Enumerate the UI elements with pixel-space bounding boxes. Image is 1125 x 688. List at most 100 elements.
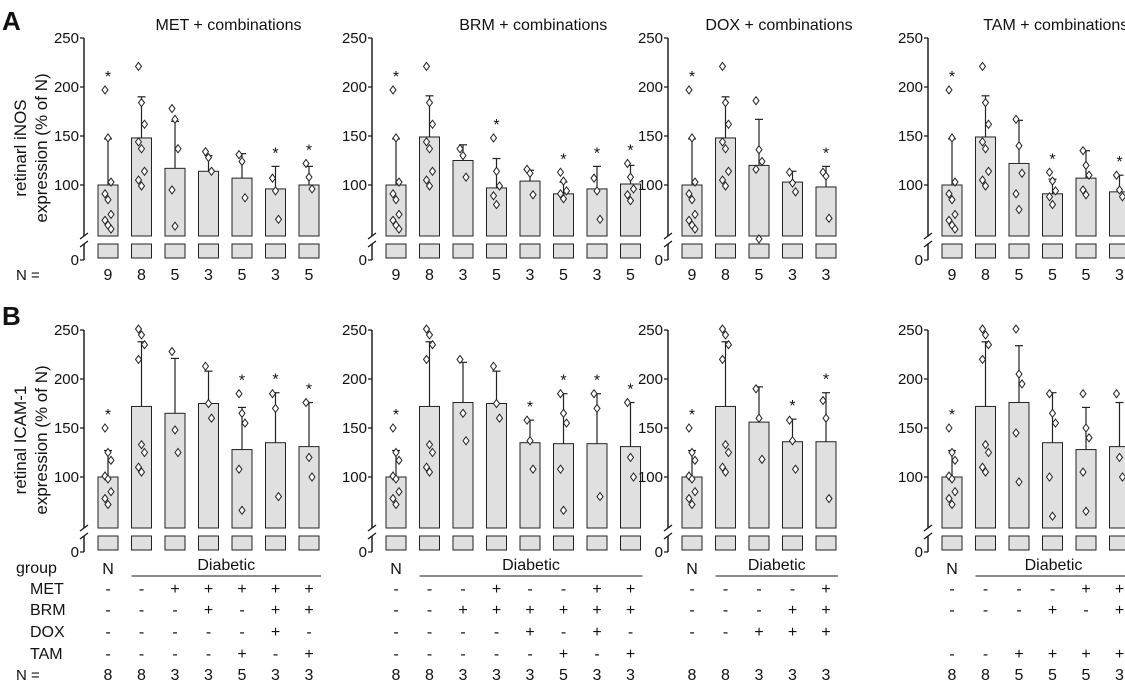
chart-b-1-data-point	[273, 404, 279, 412]
chart-a-4-data-point	[1114, 171, 1120, 179]
chart-b-1-sign-tam: -	[172, 646, 177, 663]
chart-b-2-bar	[520, 443, 540, 528]
chart-a-2-data-point	[393, 134, 399, 142]
chart-b-4-data-point	[949, 449, 955, 457]
chart-b-1-sign-tam: -	[139, 646, 144, 663]
chart-a-2-y-tick-label: 250	[342, 30, 367, 47]
chart-b-1-data-point	[303, 399, 309, 407]
chart-a-1-significance-star: *	[306, 142, 312, 159]
chart-b-3-sign-met: -	[723, 581, 728, 598]
chart-b-1-bar-lower	[132, 536, 152, 550]
chart-b-1-n-value: 5	[238, 667, 247, 684]
chart-a-1-data-point	[105, 134, 111, 142]
chart-b-2-sign-brm: +	[525, 602, 534, 619]
chart-b-2-bar-lower	[420, 536, 440, 550]
chart-a-1-data-point	[136, 62, 142, 70]
chart-b-1-y-tick-label: 100	[54, 469, 79, 486]
chart-a-1-bar-lower	[232, 244, 252, 258]
chart-b-2-sign-dox: -	[427, 624, 432, 641]
chart-b-3-data-point	[820, 397, 826, 405]
chart-b-1-sign-brm: +	[204, 602, 213, 619]
chart-a-4-data-point	[1083, 161, 1089, 169]
chart-b-1-sign-tam: +	[237, 646, 246, 663]
chart-b-1-sign-met: +	[304, 581, 313, 598]
chart-a-1-bar	[299, 185, 319, 236]
chart-b-2-bar-lower	[554, 536, 574, 550]
chart-b-1-data-point	[102, 424, 108, 432]
chart-b-4-sign-tam: +	[1014, 646, 1023, 663]
chart-b-1-sign-dox: -	[239, 624, 244, 641]
chart-b-1-sign-met: +	[237, 581, 246, 598]
chart-b-1-sign-tam: -	[105, 646, 110, 663]
chart-a-4-title: TAM + combinations	[983, 17, 1125, 34]
chart-a-2-n-value: 3	[526, 267, 535, 284]
chart-a-2-significance-star: *	[594, 145, 600, 162]
chart-a-2-n-value: 3	[459, 267, 468, 284]
chart-a-4-bar-lower	[976, 244, 996, 258]
chart-a-2-data-point	[494, 167, 500, 175]
chart-a-1-data-point	[239, 157, 245, 165]
chart-a-2-bar	[453, 161, 473, 237]
chart-b-4-n-value: 5	[1082, 667, 1091, 684]
chart-b-4-data-point	[1083, 424, 1089, 432]
chart-b-2-n-value: 8	[425, 667, 434, 684]
chart-b-2-data-point	[625, 399, 631, 407]
chart-b-1-bar	[199, 404, 219, 529]
chart-a-1-data-point	[142, 120, 148, 128]
chart-a-2-significance-star: *	[493, 117, 499, 134]
chart-b-1-n-value: 3	[171, 667, 180, 684]
chart-b-4-y-tick-label: 0	[915, 544, 923, 561]
chart-b-2-sign-met: +	[492, 581, 501, 598]
chart-b-3-bar	[749, 422, 769, 528]
chart-b-2-y-tick-label: 150	[342, 420, 367, 437]
chart-a-3-y-tick-label: 200	[638, 79, 663, 96]
chart-b-3-y-tick-label: 150	[638, 420, 663, 437]
chart-a-4-y-tick-label: 200	[898, 79, 923, 96]
chart-a-3-n-value: 5	[755, 267, 764, 284]
chart-a-4-bar-lower	[1076, 244, 1096, 258]
chart-b-4-normal-label: N	[946, 561, 958, 578]
chart-b-3-sign-met: -	[756, 581, 761, 598]
chart-a-3-y-tick-label: 150	[638, 128, 663, 145]
chart-b-4-data-point	[1053, 419, 1059, 427]
chart-b-3-y-tick-label: 100	[638, 469, 663, 486]
chart-b-2-sign-brm: -	[393, 602, 398, 619]
chart-b-3-data-point	[686, 424, 692, 432]
chart-a-2-bar-lower	[487, 244, 507, 258]
chart-b-3-significance-star: *	[823, 372, 829, 389]
chart-b-2-sign-tam: +	[559, 646, 568, 663]
chart-b-4-bar-lower	[1076, 536, 1096, 550]
chart-a-1-n-value: 9	[104, 267, 113, 284]
chart-a-2-data-point	[491, 134, 497, 142]
chart-b-3-sign-brm: -	[756, 602, 761, 619]
chart-b-1-y-tick-label: 250	[54, 322, 79, 339]
chart-b-1-sign-brm: -	[172, 602, 177, 619]
chart-b-1-significance-star: *	[105, 407, 111, 424]
chart-a-2-n-value: 8	[425, 267, 434, 284]
chart-b-1-significance-star: *	[306, 382, 312, 399]
chart-b-3-data-point	[787, 416, 793, 424]
chart-a-1-bar-lower	[199, 244, 219, 258]
chart-b-4-n-value: 5	[1048, 667, 1057, 684]
chart-b-4-data-point	[1013, 325, 1019, 333]
chart-b-1-sign-brm: -	[105, 602, 110, 619]
chart-a-1-y-tick-label: 200	[54, 79, 79, 96]
chart-b-3-data-point	[756, 414, 762, 422]
chart-b-4-bar	[1076, 450, 1096, 528]
chart-a-1-data-point	[236, 151, 242, 159]
chart-a-3-y-tick-label: 100	[638, 177, 663, 194]
chart-b-4-data-point	[1047, 390, 1053, 398]
chart-a-2-significance-star: *	[393, 69, 399, 86]
chart-b-1-sign-dox: -	[139, 624, 144, 641]
chart-b-3-bar	[783, 442, 803, 528]
chart-b-2-y-tick-label: 250	[342, 322, 367, 339]
chart-a-4-data-point	[1013, 115, 1019, 123]
chart-b-2-data-point	[393, 449, 399, 457]
panel-letter-a: A	[2, 6, 21, 36]
chart-b-2-sign-dox: -	[393, 624, 398, 641]
chart-b-4-data-point	[1080, 390, 1086, 398]
chart-b-4-sign-brm: -	[1016, 602, 1021, 619]
chart-b-2-sign-dox: +	[592, 624, 601, 641]
chart-b-4-y-tick-label: 250	[898, 322, 923, 339]
chart-b-3-normal-label: N	[686, 561, 698, 578]
